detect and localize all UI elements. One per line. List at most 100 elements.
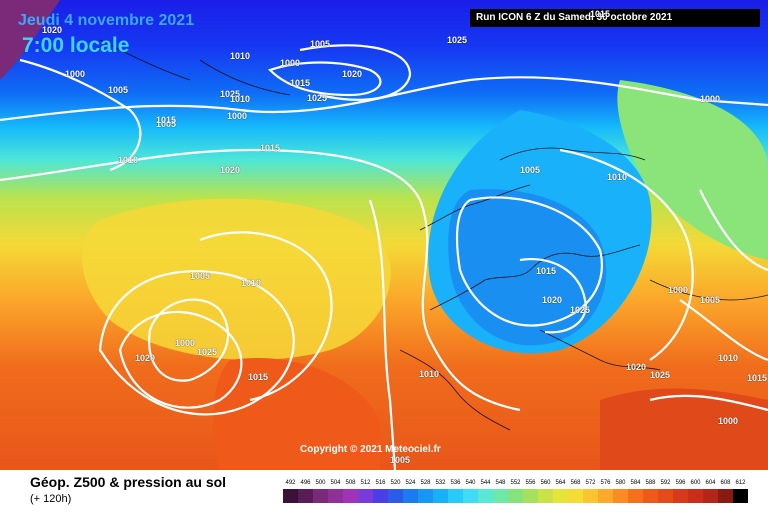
legend-swatch: [343, 489, 358, 503]
model-run-banner: Run ICON 6 Z du Samedi 30 octobre 2021: [470, 9, 760, 27]
isobar-label: 1015: [259, 143, 281, 153]
legend-value: 544: [480, 480, 491, 486]
legend-value: 600: [690, 480, 701, 486]
isobar-label: 1005: [519, 165, 541, 175]
legend-value: 552: [510, 480, 521, 486]
legend-value: 536: [450, 480, 461, 486]
legend-value: 560: [540, 480, 551, 486]
isobar-label: 1010: [717, 353, 739, 363]
polar-purple: [0, 0, 60, 80]
legend-value: 608: [720, 480, 731, 486]
isobar-label: 1010: [229, 94, 251, 104]
isobar-label: 1005: [309, 39, 331, 49]
legend-swatch: [673, 489, 688, 503]
legend-value: 508: [345, 480, 356, 486]
isobar-label: 1015: [589, 9, 611, 19]
legend-value: 528: [420, 480, 431, 486]
legend-value: 612: [735, 480, 746, 486]
legend-swatch: [313, 489, 328, 503]
weather-map: [0, 0, 768, 470]
legend-value: 568: [570, 480, 581, 486]
legend-value: 596: [675, 480, 686, 486]
legend-value: 556: [525, 480, 536, 486]
legend-swatch: [523, 489, 538, 503]
isobar-label: 1010: [117, 155, 139, 165]
deep-trough: [448, 189, 607, 346]
legend-swatch: [553, 489, 568, 503]
south-red: [600, 388, 768, 470]
legend-value: 520: [390, 480, 401, 486]
forecast-date: Jeudi 4 novembre 2021: [18, 12, 195, 29]
isobar-label: 1020: [625, 362, 647, 372]
isobar-label: 1015: [289, 78, 311, 88]
legend-swatch: [658, 489, 673, 503]
legend-value: 576: [600, 480, 611, 486]
legend-swatch: [373, 489, 388, 503]
isobar-label: 1010: [606, 172, 628, 182]
isobar-label: 1000: [226, 111, 248, 121]
isobar-label: 1015: [535, 266, 557, 276]
isobar-label: 1000: [699, 94, 721, 104]
isobar-label: 1015: [155, 115, 177, 125]
legend-swatch: [283, 489, 298, 503]
isobar-label: 1010: [229, 51, 251, 61]
isobar-label: 1005: [155, 119, 177, 129]
high-yellow: [81, 198, 391, 360]
legend-swatch: [418, 489, 433, 503]
isobar-label: 1015: [746, 373, 768, 383]
footer-title: Géop. Z500 & pression au sol: [30, 474, 227, 490]
legend-value: 592: [660, 480, 671, 486]
isobar-label: 1025: [196, 347, 218, 357]
legend-swatch: [448, 489, 463, 503]
legend-swatch: [568, 489, 583, 503]
isobar-label: 1000: [64, 69, 86, 79]
isobar-label: 1000: [174, 338, 196, 348]
legend-swatch: [688, 489, 703, 503]
legend-swatch: [328, 489, 343, 503]
legend-swatch: [433, 489, 448, 503]
isobar-label: 1025: [219, 89, 241, 99]
isobar-label: 1000: [279, 58, 301, 68]
legend-swatch: [718, 489, 733, 503]
isobar-label: 1000: [667, 285, 689, 295]
footer-subtitle: (+ 120h): [30, 493, 72, 505]
isobar-label: 1010: [418, 369, 440, 379]
legend-value: 540: [465, 480, 476, 486]
isobar-label: 1015: [247, 372, 269, 382]
isobar-label: 1005: [389, 455, 411, 465]
legend-swatch: [298, 489, 313, 503]
legend-swatch: [733, 489, 748, 503]
legend-value: 516: [375, 480, 386, 486]
legend-value: 512: [360, 480, 371, 486]
legend-value: 584: [630, 480, 641, 486]
legend-swatch: [613, 489, 628, 503]
legend-swatch: [388, 489, 403, 503]
legend-swatch: [463, 489, 478, 503]
east-green: [617, 80, 768, 260]
legend-swatch: [358, 489, 373, 503]
isobar-label: 1025: [569, 305, 591, 315]
legend-swatch: [538, 489, 553, 503]
legend-swatch: [403, 489, 418, 503]
legend-value: 496: [300, 480, 311, 486]
legend-value: 604: [705, 480, 716, 486]
isobar-label: 1020: [541, 295, 563, 305]
isobar-label: 1020: [219, 165, 241, 175]
legend-value: 492: [285, 480, 296, 486]
legend-swatch: [493, 489, 508, 503]
forecast-time: 7:00 locale: [22, 34, 130, 57]
legend-value: 504: [330, 480, 341, 486]
legend-value: 588: [645, 480, 656, 486]
legend-swatch: [643, 489, 658, 503]
isobar-label: 1005: [189, 271, 211, 281]
legend-swatch: [478, 489, 493, 503]
legend-value: 564: [555, 480, 566, 486]
legend-swatch: [508, 489, 523, 503]
isobar-label: 1005: [107, 85, 129, 95]
legend-value: 572: [585, 480, 596, 486]
coastlines: [99, 39, 768, 431]
legend-value: 532: [435, 480, 446, 486]
isobar-label: 1020: [341, 69, 363, 79]
copyright-text: Copyright © 2021 Meteociel.fr: [300, 444, 441, 455]
